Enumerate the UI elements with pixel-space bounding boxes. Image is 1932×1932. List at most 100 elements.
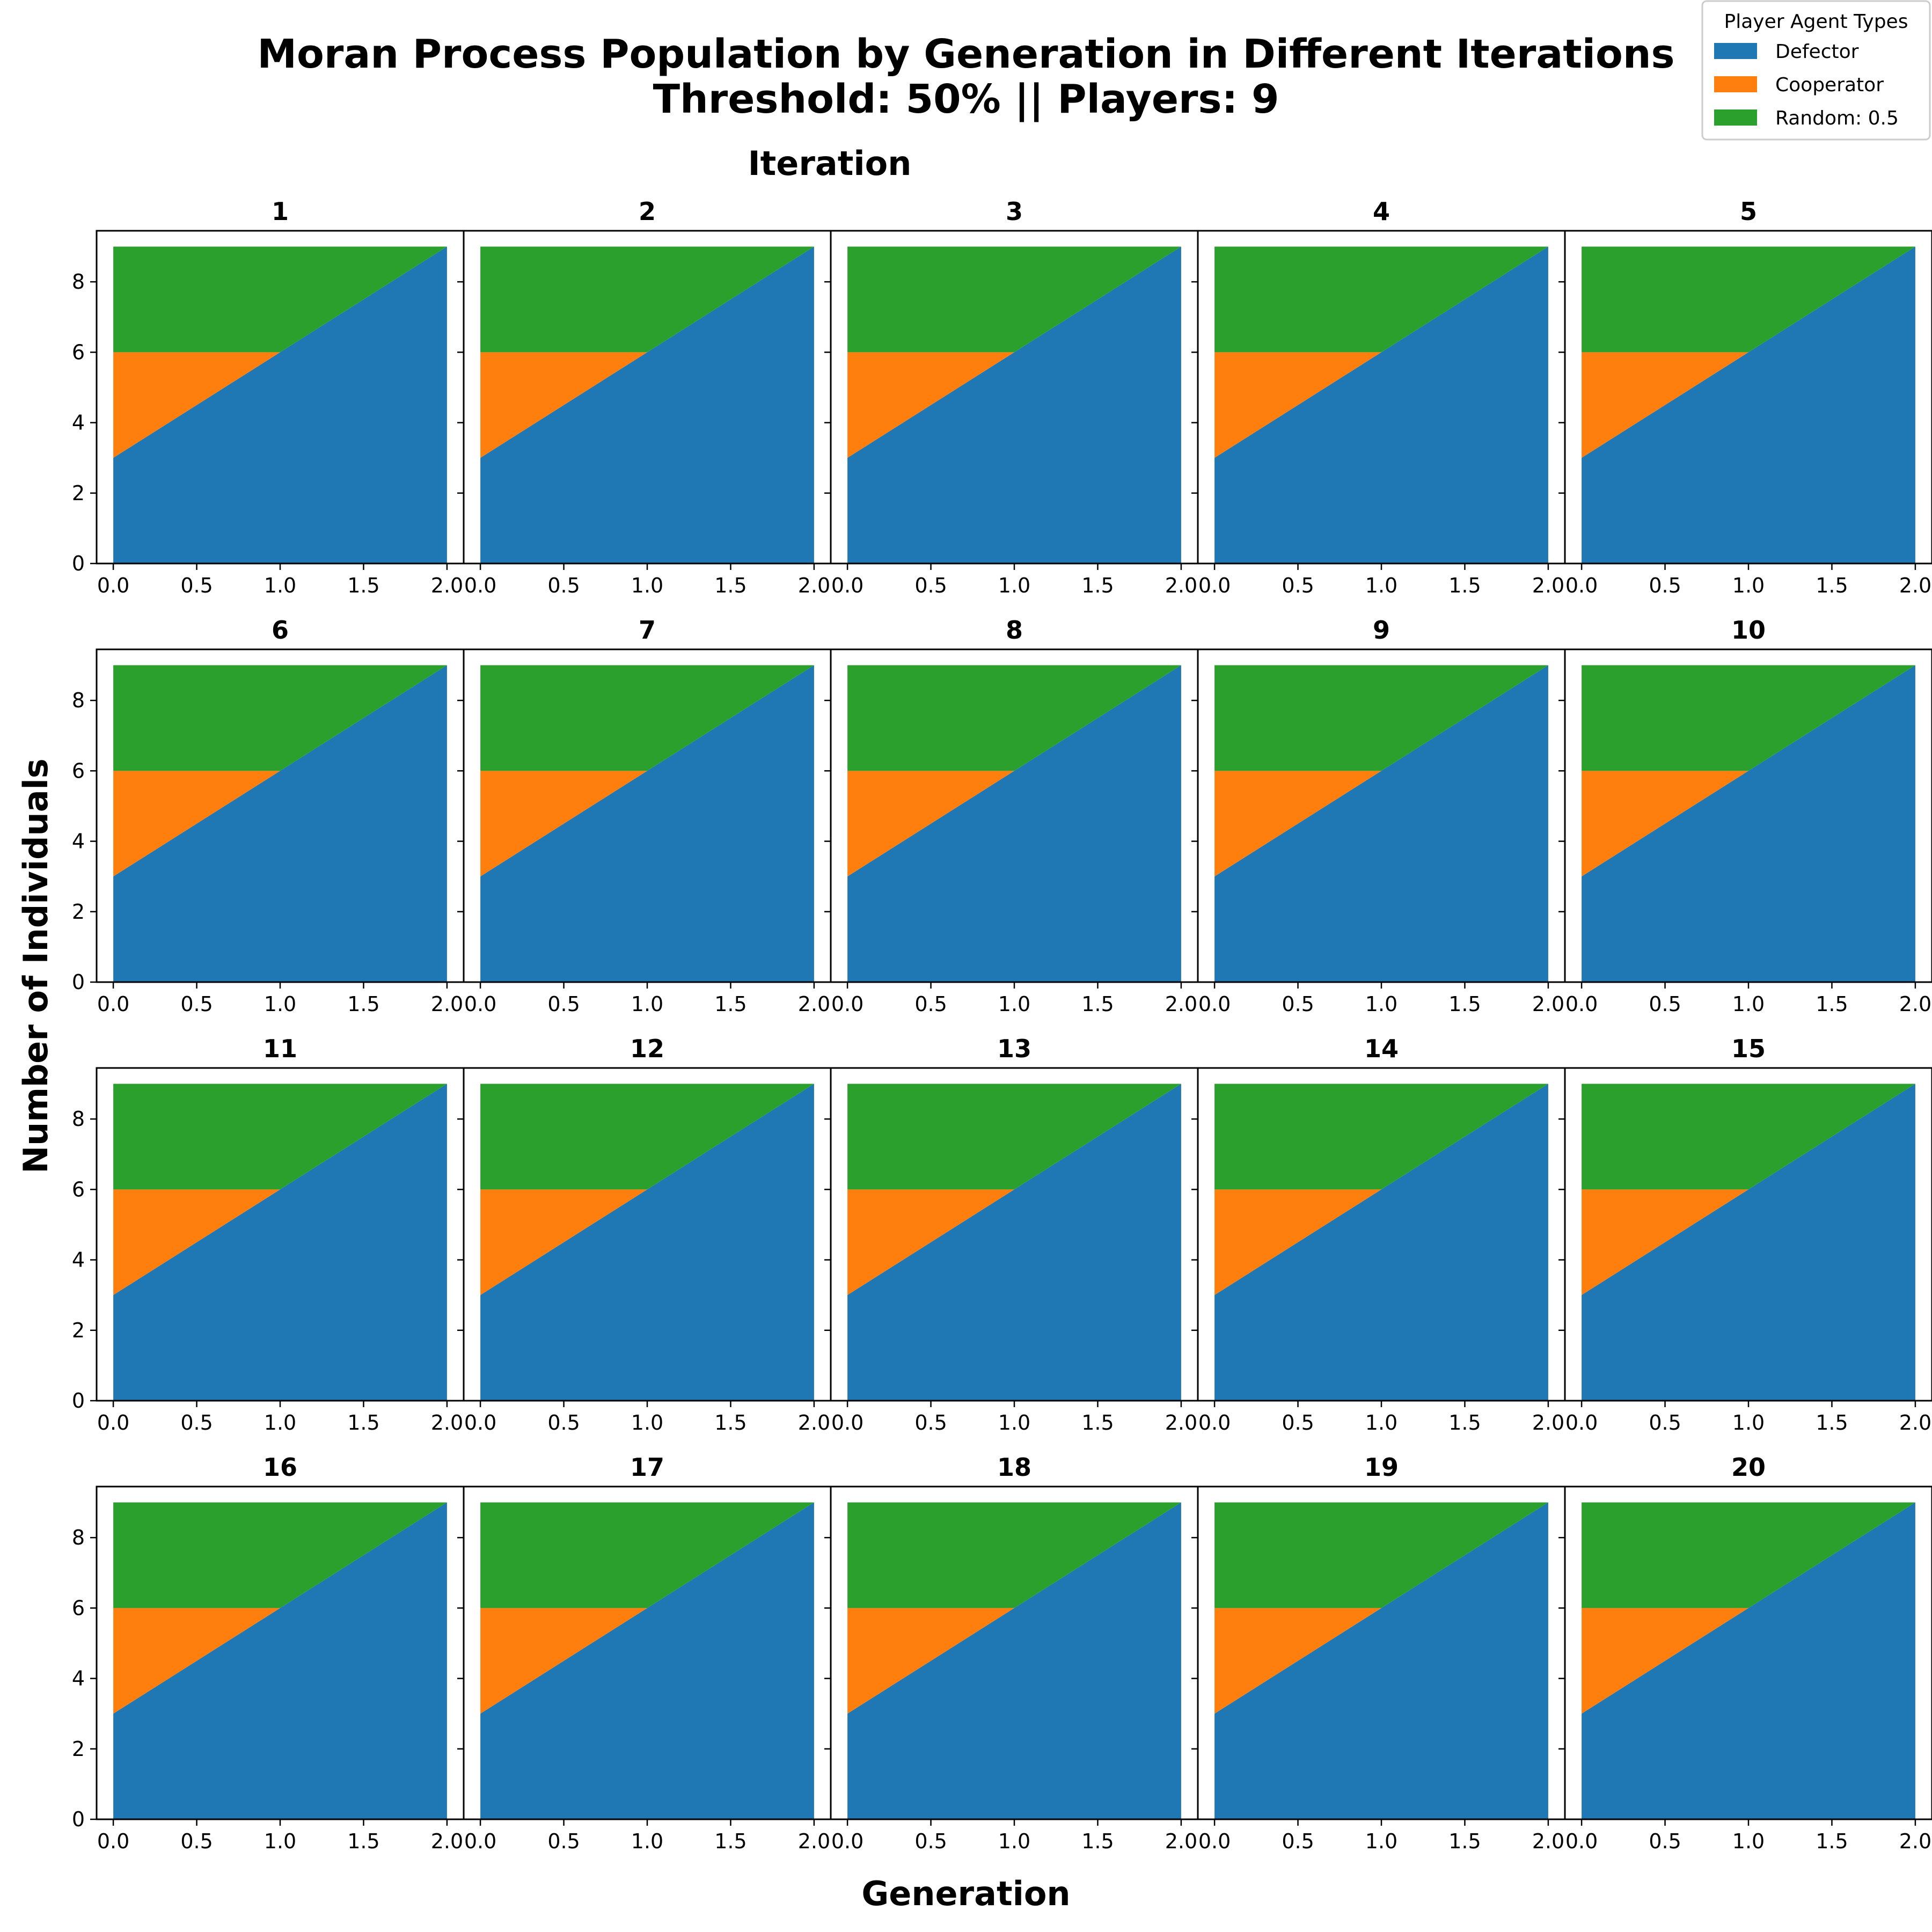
subplot-11: 11 0.0 0.5 1.0 1.5 2.0 0 2 4 6 8 [72, 1034, 465, 1435]
legend-label-cooperator: Cooperator [1775, 74, 1884, 96]
x-tick-label: 0.5 [180, 574, 213, 597]
subplot-12: 12 0.0 0.5 1.0 1.5 2.0 [457, 1034, 832, 1435]
x-tick-label: 2.0 [798, 1411, 830, 1435]
area-defector [1582, 246, 1915, 564]
x-tick-label: 0.5 [1649, 1829, 1681, 1853]
y-tick-label: 2 [72, 1319, 85, 1342]
x-tick-label: 1.0 [1365, 574, 1397, 597]
area-defector [1214, 1084, 1548, 1401]
y-tick-label: 8 [72, 270, 85, 294]
subplot-title: 9 [1373, 616, 1390, 645]
x-tick-label: 0.5 [914, 574, 947, 597]
x-tick-label: 0.0 [831, 1411, 863, 1435]
y-tick-label: 6 [72, 340, 85, 364]
x-tick-label: 2.0 [431, 1829, 463, 1853]
area-defector [480, 246, 814, 564]
area-random-0-5 [1214, 1084, 1548, 1190]
area-cooperator [480, 246, 814, 458]
area-defector [113, 246, 447, 564]
x-tick-label: 0.5 [914, 1829, 947, 1853]
x-tick-label: 1.5 [1081, 1829, 1114, 1853]
y-axis-label: Number of Individuals [16, 758, 55, 1173]
x-tick-label: 0.5 [547, 992, 580, 1016]
area-defector [1214, 1502, 1548, 1819]
subplot-title: 12 [630, 1034, 664, 1063]
x-tick-label: 1.0 [998, 992, 1030, 1016]
x-tick-label: 1.5 [714, 1411, 747, 1435]
x-axis-label: Generation [861, 1874, 1070, 1913]
area-random-0-5 [1582, 1084, 1915, 1190]
subplot-5: 5 0.0 0.5 1.0 1.5 2.0 [1558, 197, 1932, 597]
subplot-title: 16 [263, 1453, 297, 1482]
x-tick-label: 1.0 [264, 1829, 296, 1853]
x-tick-label: 0.5 [1282, 1411, 1314, 1435]
x-tick-label: 1.5 [1816, 992, 1848, 1016]
x-tick-label: 1.0 [1365, 1829, 1397, 1853]
area-random-0-5 [480, 1502, 814, 1608]
x-tick-label: 0.0 [1565, 574, 1598, 597]
area-defector [847, 246, 1181, 564]
x-tick-label: 0.5 [914, 992, 947, 1016]
area-defector [480, 1502, 814, 1819]
subplot-title: 10 [1731, 616, 1766, 645]
subplot-7: 7 0.0 0.5 1.0 1.5 2.0 [457, 616, 832, 1016]
subplot-10: 10 0.0 0.5 1.0 1.5 2.0 [1558, 616, 1932, 1016]
area-cooperator [480, 665, 814, 877]
x-tick-label: 0.0 [97, 1411, 129, 1435]
y-tick-label: 4 [72, 1667, 85, 1690]
y-tick-label: 8 [72, 1107, 85, 1131]
x-tick-label: 0.5 [180, 1411, 213, 1435]
x-tick-label: 2.0 [1532, 1829, 1564, 1853]
x-tick-label: 1.0 [1732, 574, 1765, 597]
x-tick-label: 2.0 [798, 992, 830, 1016]
x-tick-label: 2.0 [431, 1411, 463, 1435]
x-tick-label: 2.0 [1165, 1829, 1197, 1853]
x-tick-label: 0.5 [1282, 1829, 1314, 1853]
legend-frame [1701, 0, 1931, 141]
subplot-16: 16 0.0 0.5 1.0 1.5 2.0 0 2 4 6 8 [72, 1453, 465, 1853]
y-tick-label: 0 [72, 1807, 85, 1831]
area-random-0-5 [1582, 246, 1915, 353]
x-tick-label: 2.0 [1165, 1411, 1197, 1435]
subplot-18: 18 0.0 0.5 1.0 1.5 2.0 [824, 1453, 1199, 1853]
x-tick-label: 0.5 [547, 1829, 580, 1853]
y-tick-label: 0 [72, 1389, 85, 1413]
x-tick-label: 0.0 [97, 1829, 129, 1853]
subplot-13: 13 0.0 0.5 1.0 1.5 2.0 [824, 1034, 1199, 1435]
area-cooperator [847, 246, 1181, 458]
chart-subtitle: Threshold: 50% || Players: 9 [653, 76, 1279, 122]
y-tick-label: 4 [72, 830, 85, 853]
area-random-0-5 [847, 665, 1181, 771]
area-defector [480, 1084, 814, 1401]
x-tick-label: 1.5 [347, 1829, 379, 1853]
x-tick-label: 0.0 [464, 992, 496, 1016]
subplot-title: 8 [1006, 616, 1023, 645]
area-defector [1582, 1502, 1915, 1819]
x-tick-label: 2.0 [431, 574, 463, 597]
x-tick-label: 1.5 [1081, 1411, 1114, 1435]
x-tick-label: 0.0 [1565, 992, 1598, 1016]
x-tick-label: 0.5 [1649, 992, 1681, 1016]
x-tick-label: 1.0 [631, 1411, 663, 1435]
x-tick-label: 2.0 [1899, 574, 1931, 597]
x-tick-label: 2.0 [798, 1829, 830, 1853]
y-tick-label: 0 [72, 552, 85, 575]
x-tick-label: 2.0 [1899, 1411, 1931, 1435]
legend-swatch-random-0-5 [1714, 109, 1757, 126]
subplot-title: 4 [1373, 197, 1390, 226]
subplot-title: 7 [639, 616, 656, 645]
area-defector [113, 1084, 447, 1401]
area-random-0-5 [1582, 665, 1915, 771]
legend-entries: Defector Cooperator Random: 0.5 [1714, 41, 1899, 129]
x-tick-label: 0.5 [547, 1411, 580, 1435]
subplot-title: 17 [630, 1453, 664, 1482]
y-tick-label: 6 [72, 1177, 85, 1201]
area-defector [1214, 246, 1548, 564]
x-tick-label: 1.5 [1448, 1411, 1481, 1435]
x-tick-label: 0.0 [831, 1829, 863, 1853]
subplot-19: 19 0.0 0.5 1.0 1.5 2.0 [1191, 1453, 1566, 1853]
area-cooperator [113, 665, 447, 877]
subplot-17: 17 0.0 0.5 1.0 1.5 2.0 [457, 1453, 832, 1853]
x-tick-label: 1.0 [264, 574, 296, 597]
x-tick-label: 1.5 [1081, 574, 1114, 597]
